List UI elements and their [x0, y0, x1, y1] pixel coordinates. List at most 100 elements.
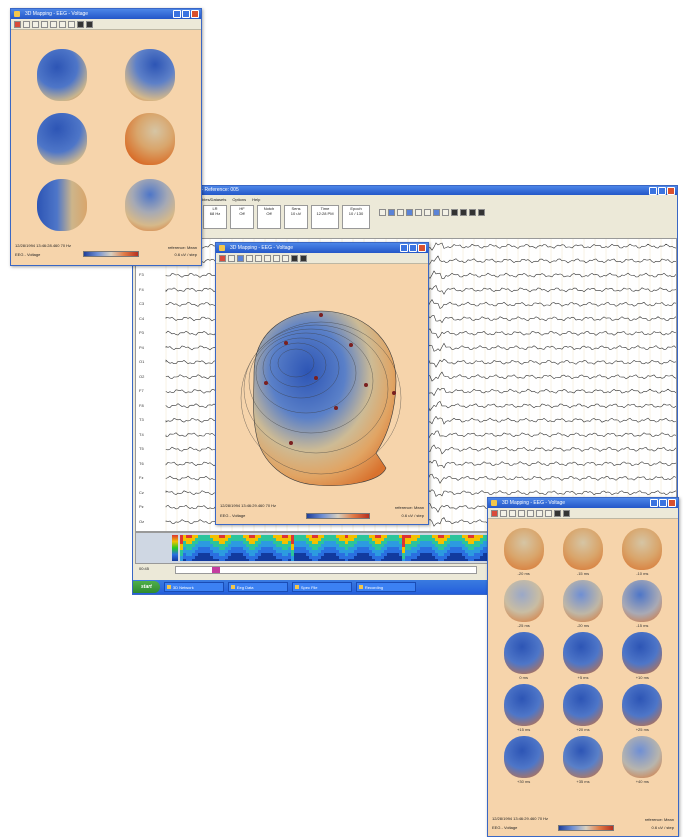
head-map-cell[interactable]: +15 ms — [494, 684, 553, 732]
menu-tables[interactable]: Tables/Datasets — [197, 197, 227, 202]
rewind-icon[interactable] — [460, 209, 467, 216]
taskbar-item[interactable]: Spec File — [291, 582, 352, 592]
head-map-cell[interactable]: -20 ms — [553, 580, 612, 628]
add-icon[interactable] — [491, 509, 498, 517]
tool-icon[interactable] — [433, 209, 440, 216]
tool-icon[interactable] — [379, 209, 386, 216]
scroll-thumb[interactable] — [212, 567, 220, 573]
taskbar-item[interactable]: Eeg Data — [227, 582, 288, 592]
add-icon[interactable] — [219, 254, 226, 262]
settings-icon[interactable] — [536, 509, 543, 517]
tool-icon[interactable] — [388, 209, 395, 216]
rotate-icon[interactable] — [509, 509, 516, 517]
field-hf[interactable]: HF Off — [230, 205, 254, 229]
pen-icon[interactable] — [527, 509, 534, 517]
footer-mode: EEG - Voltage — [220, 513, 246, 518]
start-button[interactable]: start — [133, 581, 160, 593]
menu-options[interactable]: Options — [232, 197, 247, 202]
time-label: +10 ms — [635, 675, 649, 680]
field-sens[interactable]: Sens 10 uV — [284, 205, 308, 229]
head-map-cell[interactable]: +40 ms — [613, 736, 672, 784]
head-map-small — [622, 684, 663, 726]
zoom-icon[interactable] — [500, 509, 507, 517]
footer-reference: reference: Mean — [644, 817, 674, 822]
settings-icon[interactable] — [59, 20, 66, 28]
head-map-cell[interactable]: +20 ms — [553, 684, 612, 732]
maximize-button[interactable] — [658, 187, 666, 195]
head-map-cell[interactable]: +5 ms — [553, 632, 612, 680]
taskbar-item[interactable]: 3D Network — [163, 582, 224, 592]
minimize-button[interactable] — [649, 187, 657, 195]
add-icon[interactable] — [14, 20, 21, 28]
stop-icon[interactable] — [554, 509, 561, 517]
tool-icon[interactable] — [397, 209, 404, 216]
minimize-button[interactable] — [173, 10, 181, 18]
stop-icon[interactable] — [291, 254, 298, 262]
minimize-button[interactable] — [400, 244, 408, 252]
stop-icon[interactable] — [77, 20, 84, 28]
maximize-button[interactable] — [659, 499, 667, 507]
forward-icon[interactable] — [469, 209, 476, 216]
zoom-icon[interactable] — [23, 20, 30, 28]
head-map-small — [562, 528, 603, 570]
maximize-button[interactable] — [182, 10, 190, 18]
minimize-button[interactable] — [650, 499, 658, 507]
maximize-button[interactable] — [409, 244, 417, 252]
head-map-cell[interactable]: -25 ms — [494, 580, 553, 628]
head-map-cell[interactable]: +25 ms — [613, 684, 672, 732]
color-scale — [306, 513, 370, 519]
window-titlebar[interactable]: 3D Mapping - EEG - Voltage — [488, 498, 678, 508]
view-icon[interactable] — [545, 509, 552, 517]
head-map-cell[interactable]: -15 ms — [553, 528, 612, 576]
zoom-icon[interactable] — [228, 254, 235, 262]
head-map-cell[interactable]: -15 ms — [613, 580, 672, 628]
taskbar-item[interactable]: Recording — [355, 582, 416, 592]
menu-help[interactable]: Help — [252, 197, 261, 202]
play-icon[interactable] — [451, 209, 458, 216]
view-icon[interactable] — [273, 254, 280, 262]
channel-label: P3 — [139, 330, 144, 336]
close-button[interactable] — [191, 10, 199, 18]
field-lr[interactable]: LR 68 Hz — [203, 205, 227, 229]
head-map-cell[interactable]: +35 ms — [553, 736, 612, 784]
print-icon[interactable] — [563, 509, 570, 517]
channel-label: O2 — [139, 373, 145, 379]
print-icon[interactable] — [86, 20, 93, 28]
pointer-icon[interactable] — [41, 20, 48, 28]
field-value: 12:28 PM — [316, 211, 334, 216]
time-readout: 00:45 — [139, 566, 150, 571]
head-map-cell[interactable]: +10 ms — [613, 632, 672, 680]
print-icon[interactable] — [300, 254, 307, 262]
stop-icon[interactable] — [478, 209, 485, 216]
time-label: -10 ms — [636, 571, 649, 576]
tool-icon[interactable] — [424, 209, 431, 216]
rotate-icon[interactable] — [237, 254, 244, 262]
head-map-cell[interactable]: -20 ms — [494, 528, 553, 576]
top-left-mapping-window: 3D Mapping - EEG - Voltage 12/28/1994 13… — [10, 8, 202, 266]
close-button[interactable] — [418, 244, 426, 252]
pointer-icon[interactable] — [518, 509, 525, 517]
head-map-cell[interactable]: +30 ms — [494, 736, 553, 784]
tool-icon[interactable] — [415, 209, 422, 216]
pointer-icon[interactable] — [246, 254, 253, 262]
tool-icon[interactable] — [442, 209, 449, 216]
field-notch[interactable]: Notch Off — [257, 205, 281, 229]
field-time[interactable]: Time 12:28 PM — [311, 205, 339, 229]
pen-icon[interactable] — [50, 20, 57, 28]
settings-icon[interactable] — [264, 254, 271, 262]
tool-icon[interactable] — [406, 209, 413, 216]
channel-label: F4 — [139, 286, 144, 292]
layers-icon[interactable] — [282, 254, 289, 262]
pen-icon[interactable] — [255, 254, 262, 262]
time-scrollbar[interactable] — [175, 566, 477, 574]
window-titlebar[interactable]: 3D Mapping - EEG - Voltage — [11, 9, 201, 19]
head-map-cell[interactable]: 0 ms — [494, 632, 553, 680]
field-epoch[interactable]: Epoch 10 / 130 — [342, 205, 370, 229]
window-titlebar[interactable]: 3D Mapping - EEG - Voltage — [216, 243, 428, 253]
view-icon[interactable] — [68, 20, 75, 28]
close-button[interactable] — [667, 187, 675, 195]
eeg-main-titlebar[interactable]: Analyzer - 1.12/06/1994 - Reference: 005 — [133, 186, 677, 195]
rotate-icon[interactable] — [32, 20, 39, 28]
close-button[interactable] — [668, 499, 676, 507]
head-map-cell[interactable]: -10 ms — [613, 528, 672, 576]
